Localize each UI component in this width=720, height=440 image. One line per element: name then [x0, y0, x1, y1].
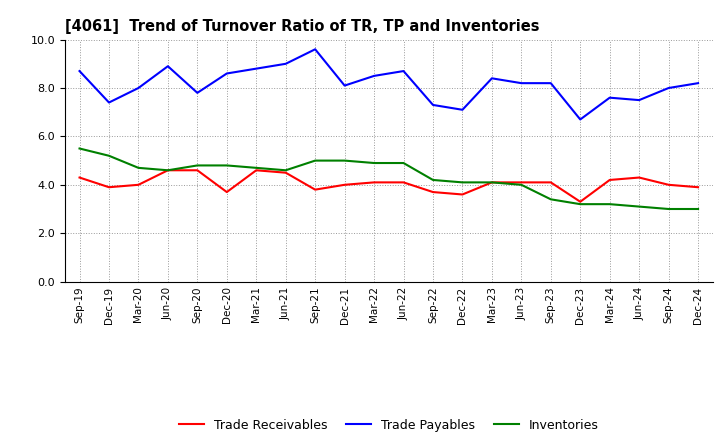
Line: Trade Receivables: Trade Receivables [79, 170, 698, 202]
Trade Receivables [606, 177, 614, 183]
Trade Receivables [193, 168, 202, 173]
Inventories [134, 165, 143, 170]
Trade Payables [576, 117, 585, 122]
Trade Receivables [75, 175, 84, 180]
Trade Payables [399, 68, 408, 73]
Inventories [399, 160, 408, 165]
Trade Payables [370, 73, 379, 78]
Trade Payables [694, 81, 703, 86]
Trade Receivables [428, 189, 437, 194]
Trade Receivables [341, 182, 349, 187]
Inventories [576, 202, 585, 207]
Trade Receivables [163, 168, 172, 173]
Trade Receivables [370, 180, 379, 185]
Trade Receivables [282, 170, 290, 175]
Trade Receivables [635, 175, 644, 180]
Trade Payables [606, 95, 614, 100]
Inventories [252, 165, 261, 170]
Trade Receivables [222, 189, 231, 194]
Trade Payables [311, 47, 320, 52]
Trade Receivables [576, 199, 585, 204]
Trade Receivables [546, 180, 555, 185]
Trade Payables [193, 90, 202, 95]
Trade Receivables [399, 180, 408, 185]
Inventories [428, 177, 437, 183]
Inventories [458, 180, 467, 185]
Trade Receivables [311, 187, 320, 192]
Trade Receivables [694, 185, 703, 190]
Inventories [546, 197, 555, 202]
Inventories [311, 158, 320, 163]
Trade Payables [546, 81, 555, 86]
Legend: Trade Receivables, Trade Payables, Inventories: Trade Receivables, Trade Payables, Inven… [174, 414, 604, 436]
Trade Payables [635, 97, 644, 103]
Trade Payables [458, 107, 467, 112]
Inventories [104, 153, 113, 158]
Inventories [517, 182, 526, 187]
Trade Payables [665, 85, 673, 91]
Trade Payables [163, 63, 172, 69]
Trade Payables [222, 71, 231, 76]
Trade Receivables [134, 182, 143, 187]
Trade Receivables [458, 192, 467, 197]
Line: Inventories: Inventories [79, 148, 698, 209]
Inventories [665, 206, 673, 212]
Trade Payables [282, 61, 290, 66]
Inventories [487, 180, 496, 185]
Text: [4061]  Trend of Turnover Ratio of TR, TP and Inventories: [4061] Trend of Turnover Ratio of TR, TP… [65, 19, 539, 34]
Trade Payables [75, 68, 84, 73]
Inventories [694, 206, 703, 212]
Trade Receivables [104, 185, 113, 190]
Inventories [606, 202, 614, 207]
Inventories [75, 146, 84, 151]
Trade Payables [487, 76, 496, 81]
Inventories [635, 204, 644, 209]
Trade Receivables [252, 168, 261, 173]
Inventories [282, 168, 290, 173]
Inventories [370, 160, 379, 165]
Line: Trade Payables: Trade Payables [79, 49, 698, 119]
Trade Payables [252, 66, 261, 71]
Trade Payables [428, 102, 437, 107]
Inventories [222, 163, 231, 168]
Inventories [163, 168, 172, 173]
Trade Payables [517, 81, 526, 86]
Trade Receivables [665, 182, 673, 187]
Trade Receivables [487, 180, 496, 185]
Trade Payables [134, 85, 143, 91]
Trade Payables [341, 83, 349, 88]
Trade Receivables [517, 180, 526, 185]
Inventories [193, 163, 202, 168]
Inventories [341, 158, 349, 163]
Trade Payables [104, 100, 113, 105]
